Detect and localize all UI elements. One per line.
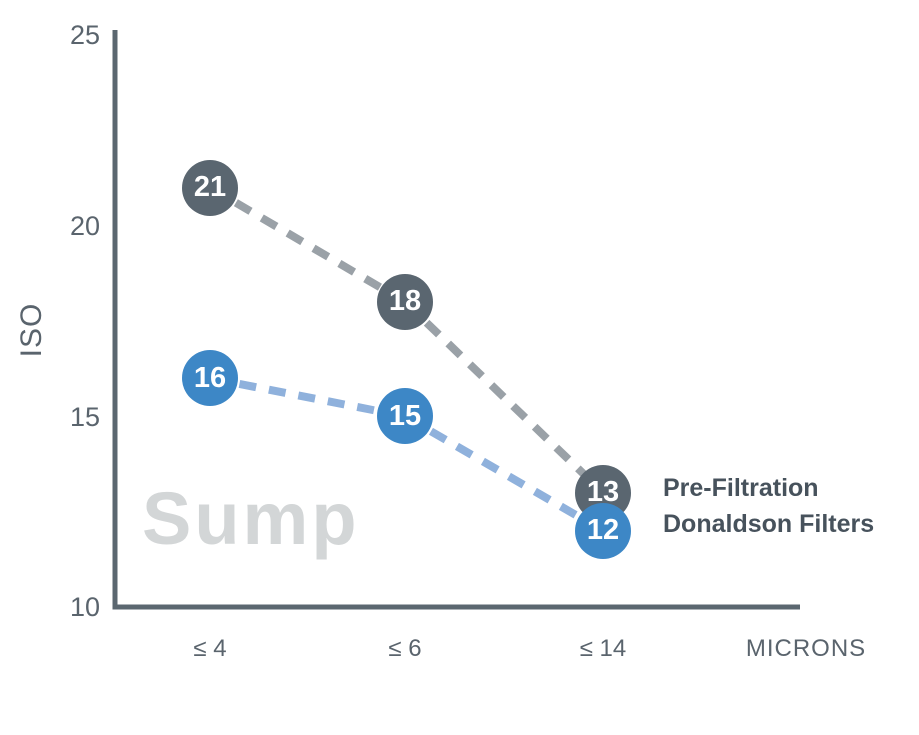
x-tick-label-le14: ≤ 14 bbox=[579, 635, 627, 662]
series-line-segment bbox=[402, 299, 606, 496]
y-tick-label-10: 10 bbox=[69, 592, 100, 622]
data-point-marker: 18 bbox=[377, 273, 433, 330]
data-point-marker: 16 bbox=[182, 350, 238, 407]
series-line-segment bbox=[402, 412, 606, 535]
data-point-marker: 21 bbox=[182, 159, 238, 216]
data-point-marker: 15 bbox=[377, 388, 433, 445]
x-axis-unit-label: MICRONS bbox=[745, 635, 867, 662]
y-tick-label-20: 20 bbox=[69, 211, 100, 241]
data-point-marker: 12 bbox=[575, 502, 631, 559]
y-tick-label-15: 15 bbox=[69, 402, 100, 432]
legend-pre-filtration: Pre-Filtration bbox=[663, 474, 819, 502]
x-tick-label-le6: ≤ 6 bbox=[388, 635, 422, 662]
y-tick-label-25: 25 bbox=[69, 20, 100, 50]
x-tick-label-le4: ≤ 4 bbox=[193, 635, 227, 662]
watermark-text: Sump bbox=[142, 477, 360, 560]
legend-donaldson-filters: Donaldson Filters bbox=[663, 510, 875, 538]
series-line-segment bbox=[207, 184, 408, 306]
series-line-segment bbox=[209, 374, 406, 421]
y-axis-title: ISO bbox=[15, 302, 48, 358]
